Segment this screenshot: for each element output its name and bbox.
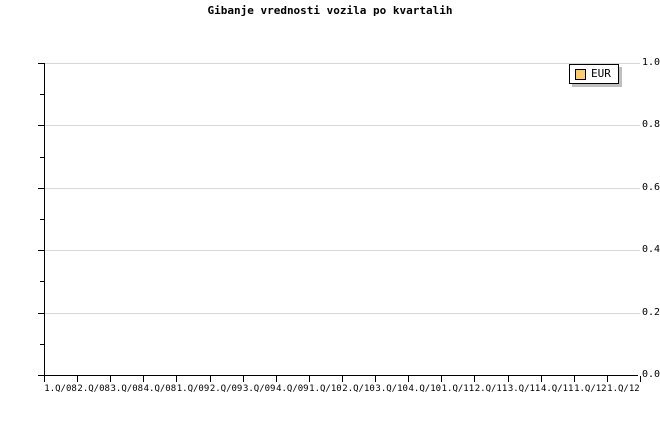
gridline-horizontal — [44, 250, 640, 252]
x-axis-tick — [44, 376, 45, 382]
plot-area — [44, 63, 640, 375]
x-axis-tick-label: 3.Q/08 — [110, 384, 144, 394]
x-axis-tick — [607, 376, 608, 382]
legend-label-eur: EUR — [591, 67, 611, 80]
x-axis-tick-label: 1.Q/08 — [44, 384, 77, 394]
x-axis-tick — [541, 376, 542, 382]
x-axis-tick-label: 3.Q/11 — [507, 384, 541, 394]
x-axis-tick — [143, 376, 144, 382]
y-axis-tick-label: 0.6 — [641, 181, 660, 193]
x-axis-line — [44, 375, 638, 376]
x-axis-tick-label: 1.Q/10 — [309, 384, 342, 394]
y-axis-tick-label: 0.2 — [641, 306, 660, 318]
y-axis-tick-label: 1.0 — [641, 57, 660, 68]
y-axis-minor-tick — [40, 156, 44, 158]
y-axis-tick — [38, 125, 44, 127]
x-axis-tick — [176, 376, 177, 382]
gridline-horizontal — [44, 63, 640, 64]
y-axis-minor-tick — [40, 94, 44, 96]
chart-legend: EUR — [569, 64, 619, 84]
x-axis-tick-label: 4.Q/08 — [143, 384, 177, 394]
y-axis-tick — [38, 375, 44, 376]
x-axis-tick — [210, 376, 211, 382]
x-axis-tick-label: 2.Q/11 — [474, 384, 508, 394]
x-axis-tick-label: 1.Q/12 — [607, 384, 640, 394]
x-axis-tick — [441, 376, 442, 382]
y-axis-minor-tick — [40, 281, 44, 283]
gridline-horizontal — [44, 312, 640, 314]
x-axis-tick — [574, 376, 575, 382]
chart-title: Gibanje vrednosti vozila po kvartalih — [207, 4, 453, 17]
y-axis-tick — [38, 250, 44, 252]
x-axis-tick — [110, 376, 111, 382]
y-axis-minor-tick — [40, 343, 44, 345]
y-axis-tick-label: 0.4 — [641, 244, 660, 256]
x-axis-tick-label: 1.Q/12 — [574, 384, 607, 394]
x-axis-tick-label: 1.Q/09 — [176, 384, 210, 394]
x-axis-tick — [408, 376, 409, 382]
x-axis-tick — [474, 376, 475, 382]
x-axis-tick-label: 2.Q/10 — [342, 384, 375, 394]
x-axis-tick — [276, 376, 277, 382]
y-axis-tick-label: 0.0 — [641, 369, 660, 380]
x-axis-tick — [342, 376, 343, 382]
x-axis-tick-label: 2.Q/08 — [77, 384, 110, 394]
legend-swatch-eur — [575, 68, 586, 80]
y-axis-tick — [38, 312, 44, 314]
x-axis-tick-label: 4.Q/09 — [276, 384, 309, 394]
gridline-horizontal — [44, 125, 640, 127]
y-axis-tick — [38, 63, 44, 64]
y-axis-tick — [38, 187, 44, 189]
x-axis-tick-label: 3.Q/09 — [242, 384, 276, 394]
y-axis-tick-label: 0.8 — [641, 119, 660, 131]
x-axis-tick — [309, 376, 310, 382]
x-axis-tick — [640, 376, 641, 382]
x-axis-tick — [77, 376, 78, 382]
x-axis-tick — [243, 376, 244, 382]
y-axis-minor-tick — [40, 219, 44, 220]
x-axis-tick-label: 1.Q/11 — [441, 384, 475, 394]
x-axis-tick-label: 4.Q/10 — [408, 384, 442, 394]
gridline-horizontal — [44, 187, 640, 189]
x-axis-tick — [375, 376, 376, 382]
x-axis-tick — [508, 376, 509, 382]
x-axis-tick-label: 4.Q/11 — [540, 384, 574, 394]
x-axis-tick-label: 3.Q/10 — [375, 384, 408, 394]
x-axis-tick-label: 2.Q/09 — [209, 384, 243, 394]
y-axis-line — [44, 63, 45, 376]
